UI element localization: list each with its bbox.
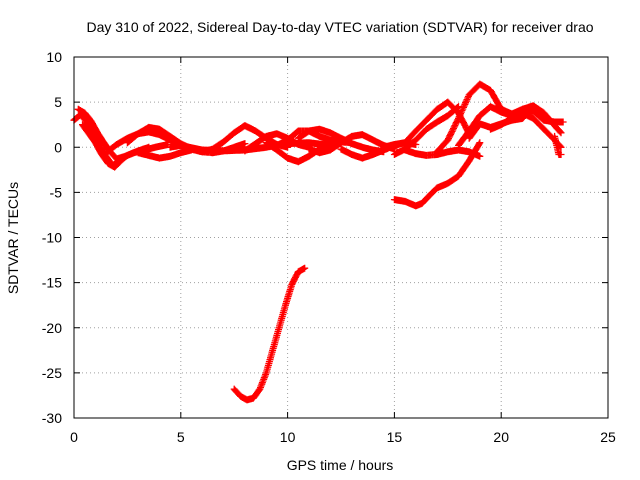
series-track-w (487, 109, 565, 151)
x-tick-label: 10 (280, 429, 296, 445)
y-tick-label: -15 (42, 275, 62, 291)
series-track-y (230, 264, 309, 404)
grid-lines (74, 57, 608, 418)
series-track-c (79, 121, 125, 171)
y-tick-label: 10 (46, 49, 62, 65)
x-tick-labels: 0 5 10 15 20 25 (70, 429, 616, 445)
y-tick-labels: -30 -25 -20 -15 -10 -5 0 5 10 (42, 49, 62, 426)
series-track-a (70, 111, 153, 169)
x-tick-label: 25 (600, 429, 616, 445)
y-axis-label: SDTVAR / TECUs (5, 182, 21, 294)
series-track-f (134, 146, 195, 162)
x-tick-label: 0 (70, 429, 78, 445)
marker-trace (74, 105, 172, 163)
marker-trace (401, 146, 484, 160)
marker-trace (551, 132, 565, 158)
marker-trace (230, 264, 309, 404)
marker-trace (70, 111, 153, 169)
y-tick-label: 5 (54, 94, 62, 110)
marker-trace (390, 103, 462, 158)
y-tick-label: -25 (42, 365, 62, 381)
data-markers (70, 80, 567, 404)
y-tick-label: -20 (42, 320, 62, 336)
y-tick-label: -5 (50, 184, 63, 200)
series-track-x (551, 132, 565, 158)
y-tick-label: -10 (42, 230, 62, 246)
x-tick-label: 20 (493, 429, 509, 445)
marker-trace (487, 109, 565, 151)
x-axis-label: GPS time / hours (287, 457, 394, 473)
chart-title: Day 310 of 2022, Sidereal Day-to-day VTE… (86, 19, 593, 35)
marker-trace (79, 121, 125, 171)
series-track-q (390, 103, 462, 158)
marker-trace (134, 146, 195, 162)
x-tick-label: 5 (177, 429, 185, 445)
y-tick-label: -30 (42, 410, 62, 426)
x-tick-label: 15 (387, 429, 403, 445)
series-track-b (74, 105, 172, 163)
series-track-s (401, 146, 484, 160)
axis-ticks (73, 56, 609, 419)
y-tick-label: 0 (54, 139, 62, 155)
